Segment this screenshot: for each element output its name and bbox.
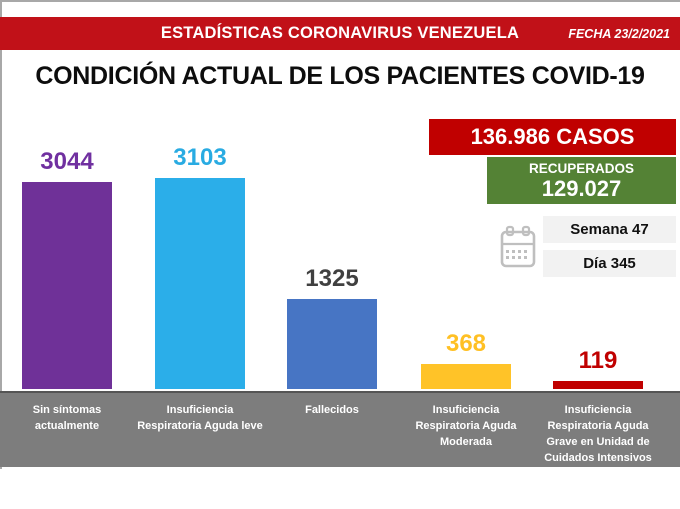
- bar-value-label: 368: [445, 330, 487, 357]
- bar-ira-grave: [553, 381, 643, 389]
- week-text: Semana 47: [570, 221, 649, 238]
- header-banner: ESTADÍSTICAS CORONAVIRUS VENEZUELA FECHA…: [0, 17, 680, 50]
- bar-group-sin-sintomas: 3044: [22, 150, 112, 389]
- bar-group-ira-moderada: 368: [421, 332, 511, 389]
- bar-value-label: 3103: [173, 144, 227, 171]
- axis-label-line: Respiratoria Aguda leve: [137, 419, 263, 432]
- axis-label-fallecidos: Fallecidos: [262, 403, 402, 419]
- bar-group-ira-grave: 119: [553, 349, 643, 389]
- page-title: CONDICIÓN ACTUAL DE LOS PACIENTES COVID-…: [35, 62, 645, 90]
- axis-label-line: Fallecidos: [305, 404, 359, 416]
- banner-title: ESTADÍSTICAS CORONAVIRUS VENEZUELA: [160, 24, 520, 42]
- bar-sin-sintomas: [22, 182, 112, 389]
- bar-value-label: 3044: [40, 148, 94, 175]
- bar-ira-leve: [155, 178, 245, 389]
- left-frame-line: [0, 2, 2, 469]
- axis-label-line: Insuficiencia: [564, 404, 632, 416]
- total-cases-text: 136.986 CASOS: [470, 124, 635, 149]
- calendar-icon: [500, 225, 536, 268]
- axis-label-ira-grave: Insuficiencia Respiratoria Aguda Grave e…: [528, 403, 668, 467]
- week-stat-box: Semana 47: [543, 216, 676, 243]
- day-stat-box: Día 345: [543, 250, 676, 277]
- axis-label-ira-leve: Insuficiencia Respiratoria Aguda leve: [130, 403, 270, 435]
- bar-fallecidos: [287, 299, 377, 389]
- axis-label-ira-moderada: Insuficiencia Respiratoria Aguda Moderad…: [396, 403, 536, 451]
- recovered-box: RECUPERADOS 129.027: [487, 157, 676, 204]
- axis-label-line: Cuidados Intensivos: [544, 451, 652, 464]
- axis-label-line: Sin síntomas: [32, 404, 102, 416]
- recovered-value: 129.027: [541, 175, 622, 201]
- total-cases-box: 136.986 CASOS: [429, 119, 676, 155]
- axis-label-line: actualmente: [34, 419, 100, 432]
- axis-label-line: Insuficiencia: [432, 404, 500, 416]
- bar-group-ira-leve: 3103: [155, 146, 245, 389]
- recovered-label: RECUPERADOS: [528, 161, 634, 177]
- day-text: Día 345: [583, 255, 636, 272]
- axis-label-line: Respiratoria Aguda: [415, 419, 517, 432]
- category-axis-band: Sin síntomas actualmente Insuficiencia R…: [0, 391, 680, 467]
- banner-date: FECHA 23/2/2021: [568, 26, 670, 41]
- axis-label-line: Respiratoria Aguda: [547, 419, 649, 432]
- bar-value-label: 119: [578, 347, 618, 374]
- axis-label-line: Moderada: [440, 435, 492, 448]
- axis-label-sin-sintomas: Sin síntomas actualmente: [0, 403, 137, 435]
- axis-label-line: Insuficiencia: [166, 404, 234, 416]
- bar-value-label: 1325: [305, 265, 359, 292]
- bar-ira-moderada: [421, 364, 511, 389]
- bar-group-fallecidos: 1325: [287, 267, 377, 389]
- axis-label-line: Grave en Unidad de: [546, 435, 650, 448]
